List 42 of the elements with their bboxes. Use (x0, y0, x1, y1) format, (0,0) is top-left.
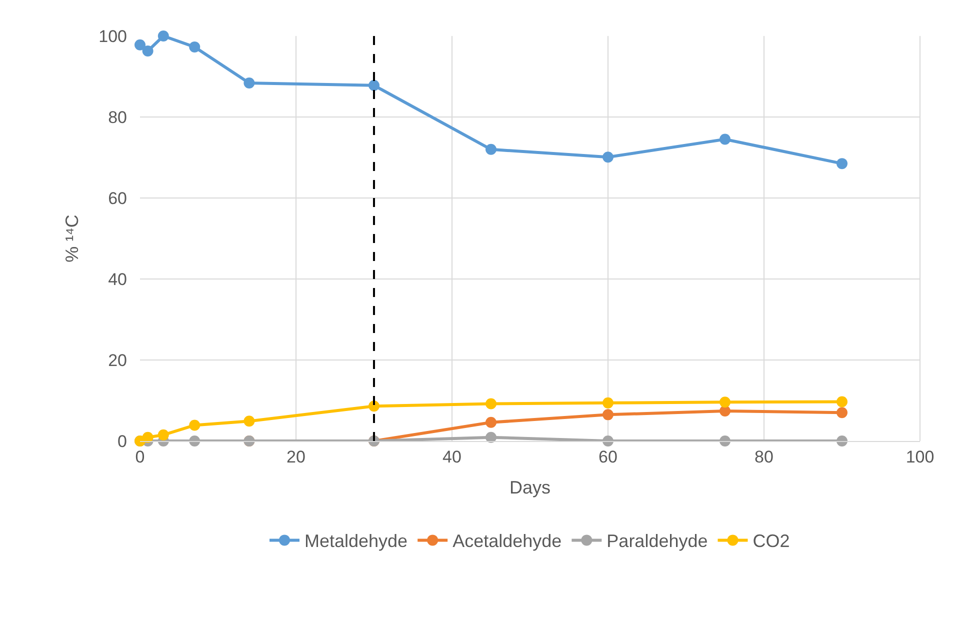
x-tick-label: 60 (598, 447, 618, 466)
point (602, 397, 614, 408)
point (836, 396, 848, 408)
y-tick-label: 80 (108, 108, 127, 127)
x-tick-label: 40 (442, 447, 462, 466)
point (720, 396, 730, 408)
point (836, 407, 848, 418)
x-tick-label: 20 (286, 447, 306, 466)
point (158, 429, 169, 440)
point (602, 409, 614, 420)
point (142, 432, 154, 443)
point (244, 77, 255, 88)
point (720, 406, 730, 417)
legend-label: CO2 (752, 531, 790, 552)
point (189, 41, 200, 52)
y-tick-label: 60 (108, 188, 127, 208)
point (720, 134, 730, 145)
point (836, 158, 848, 170)
point (142, 45, 154, 56)
y-tick-label: 40 (108, 270, 127, 289)
point (189, 420, 200, 431)
point (134, 39, 146, 50)
legend-label: Acetaldehyde (452, 531, 562, 552)
y-tick-label: 0 (118, 432, 127, 451)
x-axis-title: Days (509, 478, 551, 498)
point (368, 80, 380, 91)
point (158, 30, 169, 42)
point (368, 400, 380, 412)
point (486, 398, 496, 410)
point (486, 432, 496, 443)
x-tick-label: 100 (906, 447, 934, 466)
x-tick-label: 0 (135, 447, 145, 466)
y-axis-title: % ¹⁴C (62, 214, 82, 262)
legend-label: Metaldehyde (304, 531, 408, 552)
legend-label: Paraldehyde (606, 531, 708, 552)
x-tick-label: 80 (754, 447, 774, 466)
point (602, 152, 614, 163)
point (486, 416, 496, 428)
point (244, 416, 255, 427)
y-tick-label: 20 (108, 350, 127, 370)
point (486, 144, 496, 155)
y-tick-label: 100 (98, 26, 127, 46)
